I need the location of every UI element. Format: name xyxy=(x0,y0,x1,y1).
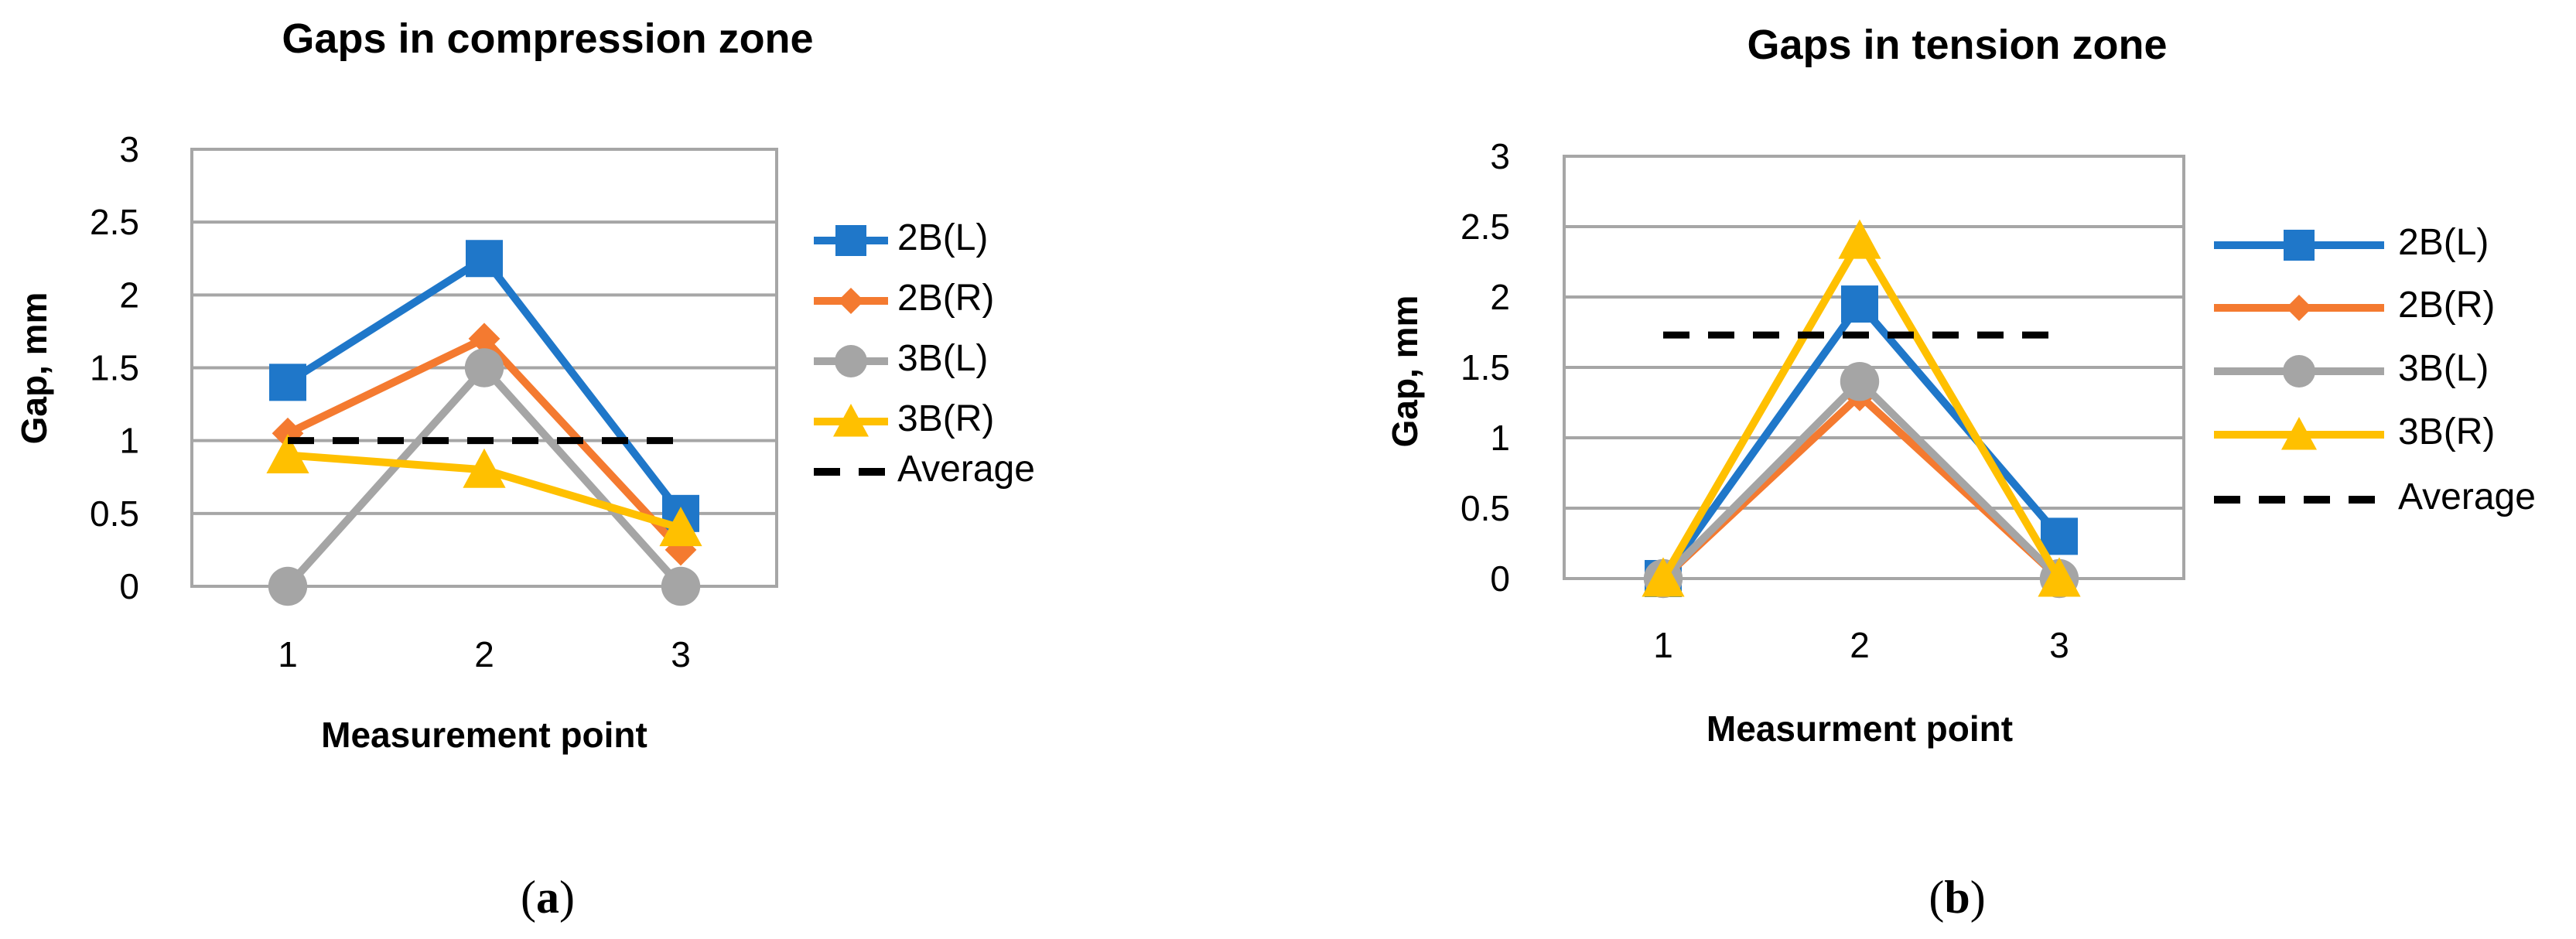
chart-b-series-line-2bl xyxy=(1659,300,2062,581)
chart-a-legend-marker xyxy=(835,345,867,377)
chart-b-title: Gaps in tension zone xyxy=(1747,22,2167,68)
chart-b-legend: 2B(L) 2B(R) 3B(L) 3B(R) Average xyxy=(2214,222,2536,517)
chart-a-ytick: 1 xyxy=(119,421,139,461)
chart-a-data-point xyxy=(661,566,701,606)
chart-b-y-axis-title: Gap, mm xyxy=(1385,295,1425,448)
chart-a-title: Gaps in compression zone xyxy=(282,15,813,62)
chart-a-data-point xyxy=(272,417,304,449)
chart-b-legend-marker xyxy=(2283,355,2315,388)
chart-a-data-point xyxy=(464,348,504,388)
chart-a-caption: (a) xyxy=(521,872,575,923)
chart-b-xtick: 3 xyxy=(2049,625,2069,665)
chart-b-data-point xyxy=(1840,362,1880,401)
chart-b-y-ticks: 0 0.5 1 1.5 2 2.5 3 xyxy=(1461,136,1510,599)
chart-b-series xyxy=(1642,219,2081,599)
chart-a-legend-label: 2B(R) xyxy=(897,278,994,319)
chart-a-ytick: 1.5 xyxy=(90,348,139,388)
chart-b-ytick: 1.5 xyxy=(1461,347,1510,388)
chart-b-data-point xyxy=(2038,557,2081,597)
chart-b-gridlines xyxy=(1564,225,2184,510)
chart-b-legend-label: 3B(R) xyxy=(2398,411,2495,452)
chart-a-ytick: 0 xyxy=(119,566,139,606)
chart-a-legend-label: 2B(L) xyxy=(897,217,988,258)
chart-a-series xyxy=(266,240,702,606)
chart-b-ytick: 1 xyxy=(1490,418,1510,458)
chart-a-xtick: 2 xyxy=(474,634,494,674)
chart-a-data-point xyxy=(268,566,308,606)
chart-a-ytick: 2.5 xyxy=(90,202,139,242)
chart-b-legend-label: 2B(R) xyxy=(2398,285,2495,326)
chart-a-legend-marker xyxy=(835,225,866,256)
chart-b-ytick: 2 xyxy=(1490,277,1510,317)
chart-a-legend-marker xyxy=(833,404,869,437)
chart-b-legend-marker xyxy=(2284,230,2315,261)
chart-b-data-point xyxy=(2041,517,2078,555)
chart-a-caption-open: ( xyxy=(521,872,536,923)
chart-a-data-point xyxy=(468,323,501,355)
chart-b-legend-label: Average xyxy=(2398,476,2536,517)
chart-b-x-ticks: 1 2 3 xyxy=(1653,625,2069,665)
chart-b-legend-label: 2B(L) xyxy=(2398,222,2489,263)
chart-a-ytick: 3 xyxy=(119,129,139,169)
chart-b-legend-label: 3B(L) xyxy=(2398,348,2489,389)
chart-a-xtick: 1 xyxy=(278,634,298,674)
chart-a-caption-letter: a xyxy=(536,872,559,923)
chart-b-legend-marker xyxy=(2286,295,2312,321)
chart-b-legend-marker xyxy=(2281,417,2317,450)
chart-a-ytick: 0.5 xyxy=(90,493,139,534)
chart-a-data-point xyxy=(266,433,309,473)
chart-b-data-point xyxy=(1838,219,1881,259)
chart-a-x-axis-title: Measurement point xyxy=(321,715,647,755)
chart-b-xtick: 2 xyxy=(1850,625,1870,665)
chart-a-data-point xyxy=(269,364,306,401)
chart-a-data-point xyxy=(463,448,506,488)
chart-b-ytick: 2.5 xyxy=(1461,207,1510,247)
chart-a-legend: 2B(L) 2B(R) 3B(L) 3B(R) Average xyxy=(814,217,1035,490)
chart-a-legend-label: Average xyxy=(897,449,1035,490)
chart-a-legend-label: 3B(R) xyxy=(897,398,994,439)
chart-a-ytick: 2 xyxy=(119,275,139,315)
chart-a-y-axis-title: Gap, mm xyxy=(14,292,54,445)
chart-b: Gaps in tension zone 0 0.5 1 1.5 2 2.5 3… xyxy=(1385,22,2536,923)
chart-a-y-ticks: 0 0.5 1 1.5 2 2.5 3 xyxy=(90,129,139,606)
chart-a-data-point xyxy=(659,507,702,547)
chart-b-xtick: 1 xyxy=(1653,625,1673,665)
chart-a-data-point xyxy=(466,240,503,278)
chart-b-caption-letter: b xyxy=(1944,872,1970,923)
chart-a-legend-marker xyxy=(838,288,864,314)
chart-b-data-point xyxy=(1841,285,1878,323)
chart-b-caption-close: ) xyxy=(1970,872,1986,923)
chart-b-caption-open: ( xyxy=(1929,872,1944,923)
chart-a-legend-label: 3B(L) xyxy=(897,338,988,379)
chart-a-x-ticks: 1 2 3 xyxy=(278,634,691,674)
chart-b-caption: (b) xyxy=(1929,872,1985,923)
chart-a-caption-close: ) xyxy=(559,872,575,923)
chart-a: Gaps in compression zone 0 0.5 1 1.5 2 2… xyxy=(14,15,1035,923)
chart-b-legend-marks xyxy=(2214,230,2384,504)
chart-b-ytick: 0.5 xyxy=(1461,488,1510,528)
chart-b-ytick: 0 xyxy=(1490,558,1510,599)
chart-b-data-point xyxy=(1642,557,1685,597)
chart-b-x-axis-title: Measurment point xyxy=(1707,709,2013,749)
chart-b-ytick: 3 xyxy=(1490,136,1510,176)
chart-a-xtick: 3 xyxy=(671,634,691,674)
chart-a-legend-marks xyxy=(814,225,888,476)
chart-b-series-line-2br xyxy=(1660,391,2062,582)
